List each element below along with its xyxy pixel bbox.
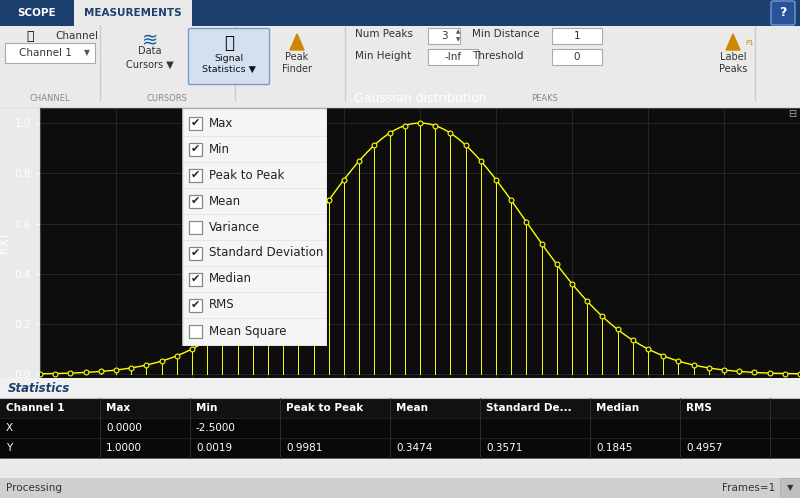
Bar xyxy=(189,247,202,260)
Bar xyxy=(189,169,202,182)
Text: Peak to Peak: Peak to Peak xyxy=(286,403,363,413)
Bar xyxy=(189,299,202,312)
Bar xyxy=(552,28,602,44)
Bar xyxy=(0,418,800,438)
Polygon shape xyxy=(290,34,304,50)
Text: Label
Peaks: Label Peaks xyxy=(719,52,747,74)
Text: Min: Min xyxy=(196,403,218,413)
Text: 0.3474: 0.3474 xyxy=(396,443,432,453)
Text: ⊟: ⊟ xyxy=(788,110,796,120)
FancyBboxPatch shape xyxy=(771,1,795,25)
Bar xyxy=(780,478,800,498)
Text: 0.3571: 0.3571 xyxy=(486,443,522,453)
FancyBboxPatch shape xyxy=(189,28,270,85)
Text: Channel 1: Channel 1 xyxy=(6,403,65,413)
Bar xyxy=(0,378,800,398)
Text: 0.1845: 0.1845 xyxy=(596,443,632,453)
Text: Num Peaks: Num Peaks xyxy=(355,29,413,39)
Text: CURSORS: CURSORS xyxy=(146,94,187,103)
Y-axis label: f(X): f(X) xyxy=(0,232,12,253)
Text: 0.4957: 0.4957 xyxy=(686,443,722,453)
Text: ▼: ▼ xyxy=(456,37,460,42)
Text: ≋: ≋ xyxy=(142,31,158,50)
Text: X: X xyxy=(6,423,13,433)
Text: Mean Square: Mean Square xyxy=(209,325,286,338)
Text: ✔: ✔ xyxy=(191,170,200,180)
Text: 3: 3 xyxy=(441,31,447,41)
Text: -Inf: -Inf xyxy=(445,52,462,62)
Bar xyxy=(0,0,74,26)
Bar xyxy=(0,26,800,108)
Text: ✔: ✔ xyxy=(191,274,200,284)
Text: Min Height: Min Height xyxy=(355,51,411,61)
Text: 1: 1 xyxy=(574,31,580,41)
Text: ▲: ▲ xyxy=(456,29,460,34)
Text: 0.0000: 0.0000 xyxy=(106,423,142,433)
Polygon shape xyxy=(726,34,740,50)
Text: Statistics: Statistics xyxy=(8,381,70,394)
Text: Threshold: Threshold xyxy=(472,51,523,61)
Text: CHANNEL: CHANNEL xyxy=(30,94,70,103)
Text: Peak to Peak: Peak to Peak xyxy=(209,168,284,181)
Text: Median: Median xyxy=(596,403,639,413)
Bar xyxy=(552,49,602,65)
Bar xyxy=(189,325,202,338)
Text: 🔎: 🔎 xyxy=(26,29,34,42)
Text: RMS: RMS xyxy=(686,403,712,413)
Text: Channel 1: Channel 1 xyxy=(18,48,71,58)
Text: 0.0019: 0.0019 xyxy=(196,443,232,453)
Text: -2.5000: -2.5000 xyxy=(196,423,236,433)
Text: Processing: Processing xyxy=(6,483,62,493)
Bar xyxy=(189,221,202,234)
Text: ✔: ✔ xyxy=(191,300,200,310)
Text: ✔: ✔ xyxy=(191,196,200,206)
Text: Signal
Statistics ▼: Signal Statistics ▼ xyxy=(202,54,256,74)
Text: ▼: ▼ xyxy=(786,484,794,493)
Text: 1.0000: 1.0000 xyxy=(106,443,142,453)
Text: P1: P1 xyxy=(745,40,754,46)
Bar xyxy=(189,143,202,156)
Text: 0: 0 xyxy=(574,52,580,62)
Bar xyxy=(74,0,192,26)
Title: Gaussian distribution: Gaussian distribution xyxy=(354,93,486,106)
Text: Mean: Mean xyxy=(209,195,241,208)
Text: ✔: ✔ xyxy=(191,248,200,258)
Text: ?: ? xyxy=(779,6,786,19)
Bar xyxy=(0,438,800,458)
Text: RMS: RMS xyxy=(209,298,234,312)
FancyBboxPatch shape xyxy=(5,43,95,63)
Bar xyxy=(0,398,800,418)
Text: Peak
Finder: Peak Finder xyxy=(282,52,312,74)
Bar xyxy=(189,195,202,208)
Text: Min Distance: Min Distance xyxy=(472,29,539,39)
Bar xyxy=(428,49,478,65)
Text: ▼: ▼ xyxy=(84,48,90,57)
Text: Variance: Variance xyxy=(209,221,260,234)
Text: Frames=1: Frames=1 xyxy=(722,483,775,493)
Bar xyxy=(0,0,800,26)
Text: Max: Max xyxy=(209,117,234,129)
Bar xyxy=(189,273,202,286)
Text: ✔: ✔ xyxy=(191,118,200,128)
Bar xyxy=(189,117,202,130)
Text: Min: Min xyxy=(209,142,230,155)
Text: Standard Deviation: Standard Deviation xyxy=(209,247,323,259)
Text: Data
Cursors ▼: Data Cursors ▼ xyxy=(126,46,174,70)
Text: SCOPE: SCOPE xyxy=(18,8,56,18)
Text: MEASUREMENTS: MEASUREMENTS xyxy=(84,8,182,18)
Text: Median: Median xyxy=(209,272,252,285)
Bar xyxy=(428,28,460,44)
Text: Max: Max xyxy=(106,403,130,413)
X-axis label: X: X xyxy=(416,400,424,413)
Text: Channel: Channel xyxy=(55,31,98,41)
Text: Mean: Mean xyxy=(396,403,428,413)
Text: 0.9981: 0.9981 xyxy=(286,443,322,453)
Text: ✔: ✔ xyxy=(191,144,200,154)
Text: PEAKS: PEAKS xyxy=(531,94,558,103)
Text: Y: Y xyxy=(6,443,12,453)
Text: 📊: 📊 xyxy=(224,34,234,52)
Text: Standard De...: Standard De... xyxy=(486,403,572,413)
